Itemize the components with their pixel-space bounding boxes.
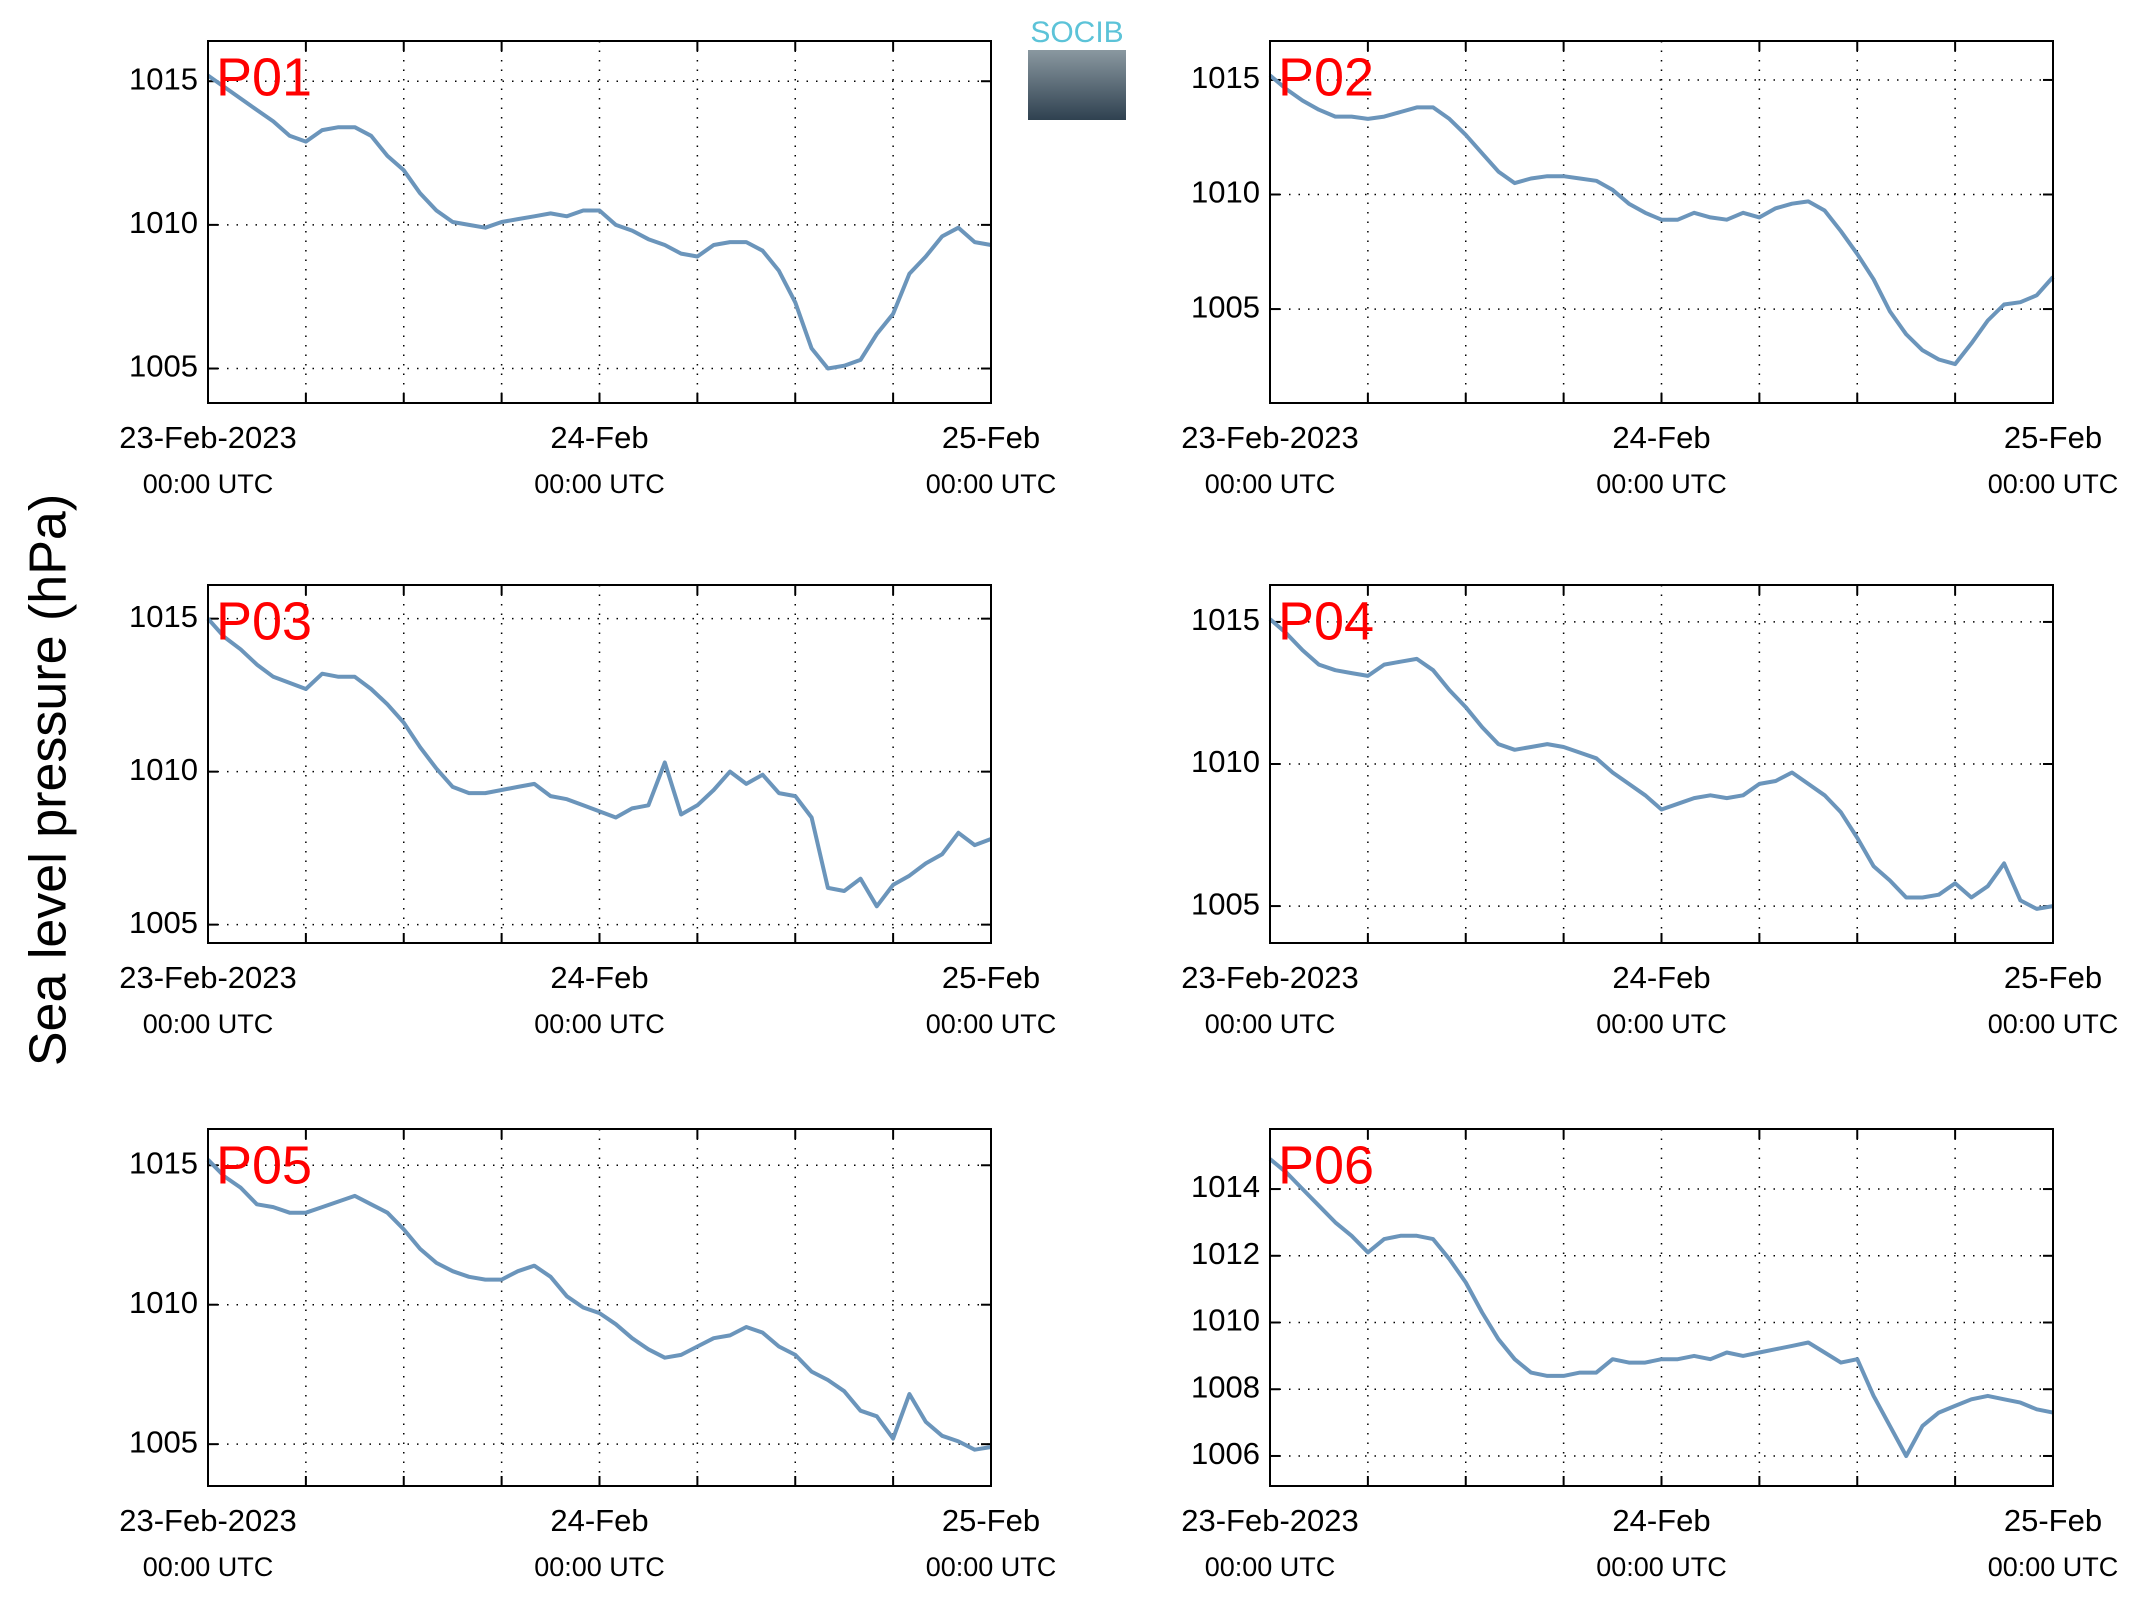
y-tick-label: 1015 — [129, 1145, 198, 1180]
subplot: 1005 1010 1015 23-Feb-2023 00:00 UTC 24-Feb 00… — [119, 584, 1057, 1039]
y-tick-label: 1005 — [1191, 289, 1260, 324]
x-tick-label: 25-Feb — [942, 420, 1040, 455]
x-tick-sublabel: 00:00 UTC — [1596, 1009, 1727, 1039]
y-tick-label: 1014 — [1191, 1169, 1260, 1204]
y-tick-label: 1015 — [1191, 602, 1260, 637]
logo-block — [1028, 50, 1126, 120]
y-tick-label: 1010 — [1191, 175, 1260, 210]
subplot: 1005 1010 1015 23-Feb-2023 00:00 UTC 24-Feb 00… — [1181, 584, 2119, 1039]
subplot: 1005 1010 1015 23-Feb-2023 00:00 UTC 24-Feb 00… — [1181, 40, 2119, 499]
y-tick-label: 1006 — [1191, 1436, 1260, 1471]
x-tick-sublabel: 00:00 UTC — [1205, 1552, 1336, 1582]
x-tick-label: 25-Feb — [942, 1503, 1040, 1538]
y-tick-label: 1015 — [129, 599, 198, 634]
data-line — [1268, 73, 2055, 367]
x-tick-label: 24-Feb — [1612, 420, 1710, 455]
x-tick-label: 24-Feb — [1612, 960, 1710, 995]
x-tick-sublabel: 00:00 UTC — [143, 469, 274, 499]
y-tick-label: 1010 — [129, 1285, 198, 1320]
x-tick-label: 23-Feb-2023 — [1181, 420, 1359, 455]
panel-label: P04 — [1278, 591, 1374, 651]
x-tick-label: 23-Feb-2023 — [119, 960, 297, 995]
axes-frame — [207, 1128, 992, 1487]
x-tick-label: 25-Feb — [942, 960, 1040, 995]
axes-frame — [1269, 584, 2054, 944]
x-tick-sublabel: 00:00 UTC — [143, 1009, 274, 1039]
y-tick-label: 1008 — [1191, 1369, 1260, 1404]
panel-label: P05 — [216, 1135, 312, 1195]
data-line — [1268, 617, 2054, 911]
x-tick-sublabel: 00:00 UTC — [534, 1552, 665, 1582]
x-tick-label: 24-Feb — [550, 960, 648, 995]
data-line — [1268, 1157, 2054, 1458]
y-tick-label: 1005 — [129, 349, 198, 384]
x-tick-sublabel: 00:00 UTC — [1596, 1552, 1727, 1582]
plot-area — [1270, 1129, 2053, 1486]
plot-area — [208, 585, 991, 943]
y-tick-label: 1010 — [129, 752, 198, 787]
x-tick-label: 25-Feb — [2004, 420, 2102, 455]
panel-label: P02 — [1278, 47, 1374, 107]
y-axis-label: Sea level pressure (hPa) — [20, 494, 78, 1066]
x-tick-sublabel: 00:00 UTC — [1988, 469, 2119, 499]
subplot: 1006 1008 1010 1012 1014 23-Feb-2023 00:00 UTC… — [1181, 1128, 2119, 1582]
x-tick-sublabel: 00:00 UTC — [926, 1009, 1057, 1039]
y-tick-label: 1005 — [1191, 886, 1260, 921]
x-tick-label: 25-Feb — [2004, 1503, 2102, 1538]
panel-label: P06 — [1278, 1135, 1374, 1195]
x-tick-label: 23-Feb-2023 — [119, 1503, 297, 1538]
x-tick-label: 24-Feb — [550, 1503, 648, 1538]
data-line — [206, 617, 992, 909]
y-tick-label: 1015 — [129, 61, 198, 96]
x-tick-label: 24-Feb — [1612, 1503, 1710, 1538]
data-line — [206, 73, 992, 371]
x-tick-sublabel: 00:00 UTC — [1205, 1009, 1336, 1039]
x-tick-label: 23-Feb-2023 — [1181, 960, 1359, 995]
x-tick-label: 23-Feb-2023 — [119, 420, 297, 455]
axes-frame — [207, 584, 992, 944]
subplot: 1005 1010 1015 23-Feb-2023 00:00 UTC 24-Feb 00… — [119, 1128, 1057, 1582]
x-tick-sublabel: 00:00 UTC — [926, 1552, 1057, 1582]
panel-label: P03 — [216, 591, 312, 651]
y-tick-label: 1005 — [129, 1424, 198, 1459]
y-tick-label: 1015 — [1191, 60, 1260, 95]
x-tick-sublabel: 00:00 UTC — [534, 1009, 665, 1039]
plot-area — [1270, 585, 2053, 943]
y-tick-label: 1010 — [1191, 744, 1260, 779]
axes-frame — [1269, 40, 2054, 404]
x-tick-sublabel: 00:00 UTC — [926, 469, 1057, 499]
subplot: 1005 1010 1015 23-Feb-2023 00:00 UTC 24-Feb 00… — [119, 40, 1057, 499]
x-tick-sublabel: 00:00 UTC — [1988, 1009, 2119, 1039]
x-tick-sublabel: 00:00 UTC — [1988, 1552, 2119, 1582]
y-tick-label: 1012 — [1191, 1236, 1260, 1271]
x-tick-sublabel: 00:00 UTC — [1205, 469, 1336, 499]
axes-frame — [1269, 1128, 2054, 1487]
y-tick-label: 1010 — [1191, 1303, 1260, 1338]
y-tick-label: 1005 — [129, 905, 198, 940]
x-tick-sublabel: 00:00 UTC — [534, 469, 665, 499]
plot-area — [208, 1129, 991, 1486]
x-tick-sublabel: 00:00 UTC — [1596, 469, 1727, 499]
y-tick-label: 1010 — [129, 205, 198, 240]
x-tick-label: 23-Feb-2023 — [1181, 1503, 1359, 1538]
data-line — [206, 1158, 992, 1452]
x-tick-label: 24-Feb — [550, 420, 648, 455]
logo: SOCIB — [1028, 16, 1126, 120]
x-tick-sublabel: 00:00 UTC — [143, 1552, 274, 1582]
axes-frame — [207, 40, 992, 404]
logo-text: SOCIB — [1030, 16, 1123, 49]
panel-label: P01 — [216, 47, 312, 107]
x-tick-label: 25-Feb — [2004, 960, 2102, 995]
